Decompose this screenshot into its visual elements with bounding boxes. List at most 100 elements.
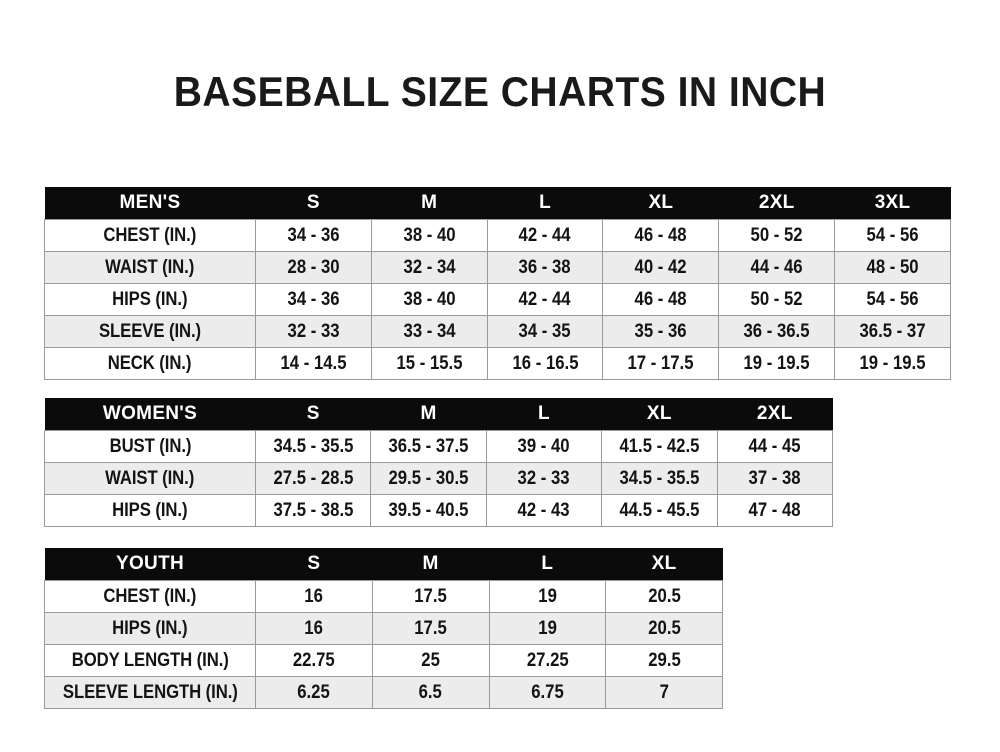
- measurement-value: 38 - 40: [403, 224, 456, 246]
- measurement-value: 32 - 33: [287, 320, 340, 342]
- measurement-cell: 27.25: [488, 644, 607, 677]
- table-row: BODY LENGTH (IN.) 22.75 25 27.25 29.5: [44, 644, 723, 677]
- row-label-text: WAIST (IN.): [105, 467, 195, 489]
- measurement-cell: 41.5 - 42.5: [601, 430, 718, 463]
- measurement-cell: 34.5 - 35.5: [254, 430, 372, 463]
- measurement-cell: 33 - 34: [370, 315, 488, 348]
- measurement-value: 29.5 - 30.5: [388, 467, 469, 489]
- measurement-cell: 44 - 45: [716, 430, 834, 463]
- youth-table-head: YOUTH S M L XL: [44, 548, 723, 581]
- measurement-value: 16: [304, 585, 324, 607]
- measurement-value: 37.5 - 38.5: [273, 499, 354, 521]
- mens-row-label: CHEST (IN.): [44, 219, 256, 252]
- youth-column-header-s: S: [255, 548, 373, 581]
- measurement-cell: 34 - 36: [255, 219, 372, 252]
- mens-row-label: HIPS (IN.): [44, 283, 256, 316]
- womens-size-table: WOMEN'S S M L XL 2XL BUST (IN.) 34.5 - 35.5 36.…: [44, 398, 834, 527]
- youth-corner-label: YOUTH: [44, 548, 256, 581]
- measurement-value: 42 - 44: [519, 224, 572, 246]
- measurement-cell: 34 - 35: [486, 315, 604, 348]
- measurement-value: 50 - 52: [750, 288, 803, 310]
- measurement-value: 46 - 48: [634, 288, 687, 310]
- measurement-value: 25: [421, 649, 440, 671]
- youth-row-label: HIPS (IN.): [44, 612, 256, 645]
- measurement-value: 44 - 45: [748, 435, 801, 457]
- table-row: CHEST (IN.) 16 17.5 19 20.5: [44, 580, 723, 613]
- table-row: WAIST (IN.) 27.5 - 28.5 29.5 - 30.5 32 - 33…: [44, 462, 834, 495]
- measurement-cell: 36.5 - 37: [834, 315, 951, 348]
- measurement-cell: 6.5: [371, 676, 490, 709]
- womens-row-label: BUST (IN.): [44, 430, 256, 463]
- measurement-cell: 17 - 17.5: [602, 347, 720, 380]
- measurement-value: 22.75: [292, 649, 335, 671]
- measurement-value: 36 - 36.5: [743, 320, 810, 342]
- measurement-cell: 44.5 - 45.5: [601, 494, 718, 527]
- mens-column-header-3xl: 3XL: [834, 187, 951, 220]
- row-label-text: BODY LENGTH (IN.): [71, 649, 229, 671]
- measurement-value: 6.25: [297, 681, 331, 703]
- measurement-cell: 54 - 56: [834, 219, 951, 252]
- measurement-value: 6.5: [418, 681, 443, 703]
- mens-table-body: CHEST (IN.) 34 - 36 38 - 40 42 - 44 46 - 48 5…: [44, 219, 951, 380]
- table-row: HIPS (IN.) 37.5 - 38.5 39.5 - 40.5 42 - 43 4…: [44, 494, 834, 527]
- womens-table-body: BUST (IN.) 34.5 - 35.5 36.5 - 37.5 39 - 40 4…: [44, 430, 834, 527]
- table-row: HIPS (IN.) 34 - 36 38 - 40 42 - 44 46 - 48 50…: [44, 283, 951, 316]
- measurement-value: 14 - 14.5: [280, 352, 347, 374]
- measurement-value: 50 - 52: [750, 224, 803, 246]
- measurement-cell: 36.5 - 37.5: [370, 430, 487, 463]
- mens-column-header-xl: XL: [602, 187, 719, 220]
- womens-column-header-s: S: [255, 398, 371, 431]
- row-label-text: CHEST (IN.): [103, 224, 197, 246]
- table-row: BUST (IN.) 34.5 - 35.5 36.5 - 37.5 39 - 40 4…: [44, 430, 834, 463]
- measurement-cell: 42 - 44: [486, 283, 604, 316]
- measurement-value: 15 - 15.5: [396, 352, 463, 374]
- measurement-value: 16 - 16.5: [512, 352, 579, 374]
- measurement-value: 46 - 48: [634, 224, 687, 246]
- measurement-cell: 7: [605, 676, 723, 709]
- measurement-value: 19 - 19.5: [743, 352, 810, 374]
- row-label-text: HIPS (IN.): [112, 499, 188, 521]
- measurement-value: 39 - 40: [517, 435, 570, 457]
- measurement-cell: 15 - 15.5: [370, 347, 488, 380]
- measurement-cell: 37.5 - 38.5: [254, 494, 372, 527]
- measurement-cell: 44 - 46: [718, 251, 836, 284]
- measurement-value: 16: [304, 617, 324, 639]
- measurement-cell: 19: [488, 612, 607, 645]
- row-label-text: CHEST (IN.): [103, 585, 197, 607]
- measurement-value: 19: [538, 617, 557, 639]
- measurement-value: 32 - 34: [403, 256, 456, 278]
- mens-row-label: NECK (IN.): [44, 347, 256, 380]
- table-row: CHEST (IN.) 34 - 36 38 - 40 42 - 44 46 - 48 5…: [44, 219, 951, 252]
- mens-column-header-m: M: [371, 187, 488, 220]
- measurement-value: 6.75: [531, 681, 564, 703]
- measurement-cell: 35 - 36: [602, 315, 720, 348]
- measurement-value: 36.5 - 37.5: [388, 435, 469, 457]
- measurement-value: 44 - 46: [750, 256, 803, 278]
- measurement-cell: 54 - 56: [834, 283, 951, 316]
- mens-column-header-2xl: 2XL: [718, 187, 835, 220]
- measurement-cell: 38 - 40: [370, 219, 488, 252]
- measurement-value: 20.5: [647, 617, 681, 639]
- measurement-cell: 38 - 40: [370, 283, 488, 316]
- measurement-value: 54 - 56: [866, 288, 919, 310]
- measurement-cell: 22.75: [255, 644, 373, 677]
- measurement-cell: 32 - 34: [370, 251, 488, 284]
- mens-row-label: SLEEVE (IN.): [44, 315, 256, 348]
- womens-column-header-l: L: [486, 398, 602, 431]
- measurement-value: 35 - 36: [634, 320, 687, 342]
- measurement-cell: 28 - 30: [255, 251, 372, 284]
- measurement-value: 47 - 48: [748, 499, 801, 521]
- youth-header-row: YOUTH S M L XL: [44, 548, 723, 581]
- measurement-cell: 27.5 - 28.5: [254, 462, 372, 495]
- row-label-text: SLEEVE LENGTH (IN.): [62, 681, 238, 703]
- row-label-text: HIPS (IN.): [112, 617, 188, 639]
- measurement-value: 17 - 17.5: [627, 352, 694, 374]
- measurement-value: 48 - 50: [866, 256, 919, 278]
- measurement-value: 39.5 - 40.5: [388, 499, 469, 521]
- page-title: BASEBALL SIZE CHARTS IN INCH: [173, 68, 827, 115]
- table-row: SLEEVE LENGTH (IN.) 6.25 6.5 6.75 7: [44, 676, 723, 709]
- measurement-value: 29.5: [647, 649, 681, 671]
- measurement-cell: 32 - 33: [485, 462, 603, 495]
- measurement-value: 34.5 - 35.5: [619, 467, 700, 489]
- measurement-value: 54 - 56: [866, 224, 919, 246]
